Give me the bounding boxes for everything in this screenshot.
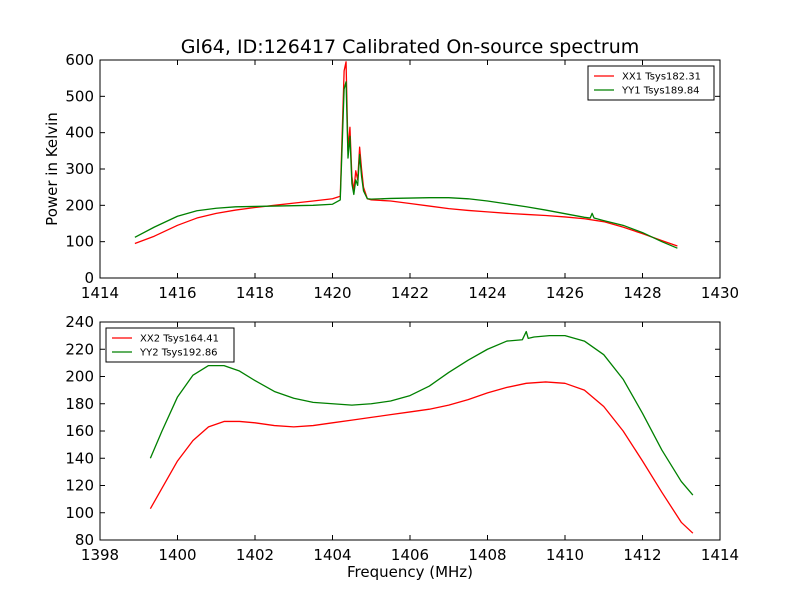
plot-top-xx1-yy1: 1414 1416 1418 1420 1422 1424 1426 1428 1430 0 100… [43, 51, 739, 302]
x-tick-label: 1414 [701, 546, 739, 564]
x-tick-label: 1412 [623, 546, 661, 564]
legend: XX2 Tsys164.41 YY2 Tsys192.86 [105, 327, 235, 363]
legend-entry: YY2 Tsys192.86 [139, 348, 218, 359]
legend: XX1 Tsys182.31 YY1 Tsys189.84 [587, 65, 715, 101]
x-tick-label: 1398 [81, 546, 119, 564]
x-tick-label: 1414 [81, 284, 119, 302]
x-tick-label: 1402 [236, 546, 274, 564]
y-tick-label: 0 [84, 269, 94, 287]
y-tick-label: 80 [75, 531, 94, 549]
y-tick-label: 140 [65, 449, 94, 467]
figure-title: Gl64, ID:126417 Calibrated On-source spe… [181, 36, 640, 58]
y-tick-label: 180 [65, 395, 94, 413]
y-tick-label: 400 [65, 124, 94, 142]
y-tick-label: 160 [65, 422, 94, 440]
x-tick-label: 1406 [391, 546, 429, 564]
y-tick-label: 120 [65, 477, 94, 495]
x-tick-label: 1418 [236, 284, 274, 302]
legend-box [587, 65, 715, 101]
series-line-2 [149, 330, 694, 496]
series-line-2 [134, 81, 678, 249]
x-tick-label: 1416 [158, 284, 196, 302]
y-tick-label: 500 [65, 87, 94, 105]
y-tick-label: 220 [65, 340, 94, 358]
x-tick-label: 1408 [468, 546, 506, 564]
x-tick-label: 1420 [313, 284, 351, 302]
plot-bottom-xx2-yy2: 1398 1400 1402 1404 1406 1408 1410 1412 1414 80 10… [65, 313, 739, 581]
legend-entry: XX1 Tsys182.31 [622, 72, 701, 83]
y-tick-label: 200 [65, 196, 94, 214]
y-axis-label: Power in Kelvin [43, 112, 61, 226]
x-tick-label: 1424 [468, 284, 506, 302]
y-tick-label: 300 [65, 160, 94, 178]
x-axis-label: Frequency (MHz) [347, 563, 473, 581]
legend-entry: YY1 Tsys189.84 [621, 86, 700, 97]
x-tick-label: 1400 [158, 546, 196, 564]
x-tick-label: 1428 [623, 284, 661, 302]
y-tick-label: 600 [65, 51, 94, 69]
y-tick-label: 100 [65, 233, 94, 251]
series-line-1 [149, 381, 694, 534]
x-tick-label: 1430 [701, 284, 739, 302]
y-tick-label: 100 [65, 504, 94, 522]
x-tick-label: 1426 [546, 284, 584, 302]
x-tick-label: 1404 [313, 546, 351, 564]
x-tick-label: 1422 [391, 284, 429, 302]
legend-entry: XX2 Tsys164.41 [140, 334, 219, 345]
y-tick-label: 240 [65, 313, 94, 331]
x-tick-label: 1410 [546, 546, 584, 564]
legend-box [105, 327, 235, 363]
y-tick-label: 200 [65, 368, 94, 386]
